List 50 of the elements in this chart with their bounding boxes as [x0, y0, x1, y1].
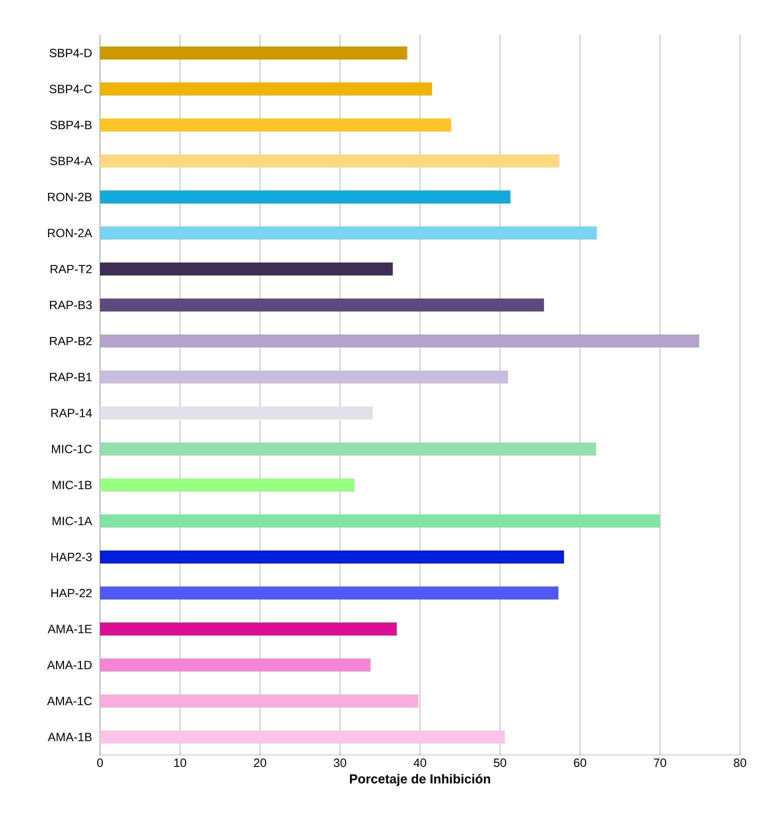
bar [100, 478, 354, 492]
x-tick-label: 40 [414, 758, 426, 767]
x-tick-label: 60 [574, 758, 586, 767]
y-tick-label: RON-2A [48, 228, 92, 238]
bar [100, 370, 508, 384]
y-tick-label: RAP-T2 [50, 264, 92, 274]
bar [100, 226, 597, 240]
bar [100, 550, 564, 564]
y-tick-label: MIC-1B [52, 480, 92, 490]
bar [100, 118, 452, 132]
y-tick-label: SBP4-A [50, 156, 92, 166]
y-tick-label: AMA-1B [48, 732, 92, 742]
bar [100, 190, 510, 204]
bar [100, 46, 408, 60]
bar [100, 730, 505, 744]
x-tick-label: 10 [174, 758, 186, 767]
y-tick-label: SBP4-B [50, 120, 92, 130]
y-tick-label: RAP-B3 [50, 300, 92, 310]
x-tick-label: 20 [254, 758, 266, 767]
y-tick-label: RAP-B1 [50, 372, 92, 382]
y-tick-label: SBP4-D [50, 48, 92, 58]
bar [100, 334, 700, 348]
bar [100, 154, 560, 168]
x-tick-label: 80 [734, 758, 746, 767]
bar [100, 694, 418, 708]
bar [100, 622, 397, 636]
bar [100, 406, 373, 420]
y-tick-label: HAP2-3 [51, 552, 92, 562]
y-tick-label: HAP-22 [51, 588, 92, 598]
y-tick-label: AMA-1D [47, 660, 92, 670]
bar [100, 298, 544, 312]
x-tick-label: 0 [97, 758, 103, 767]
x-tick-label: 50 [494, 758, 506, 767]
y-tick-label: AMA-1C [47, 696, 92, 706]
bar [100, 442, 596, 456]
y-tick-label: MIC-1C [52, 444, 92, 454]
x-tick-label: 70 [654, 758, 666, 767]
y-tick-label: RAP-B2 [50, 336, 92, 346]
x-tick-label: 30 [334, 758, 346, 767]
y-tick-label: RAP-14 [51, 408, 92, 418]
bar [100, 262, 393, 276]
y-tick-label: AMA-1E [48, 624, 92, 634]
x-axis-title: Porcetaje de Inhibición [350, 774, 490, 786]
y-tick-label: SBP4-C [50, 84, 92, 94]
bar [100, 586, 558, 600]
y-tick-label: MIC-1A [52, 516, 92, 526]
bar [100, 658, 370, 672]
y-tick-label: RON-2B [48, 192, 92, 202]
bar [100, 514, 660, 528]
bar [100, 82, 432, 96]
